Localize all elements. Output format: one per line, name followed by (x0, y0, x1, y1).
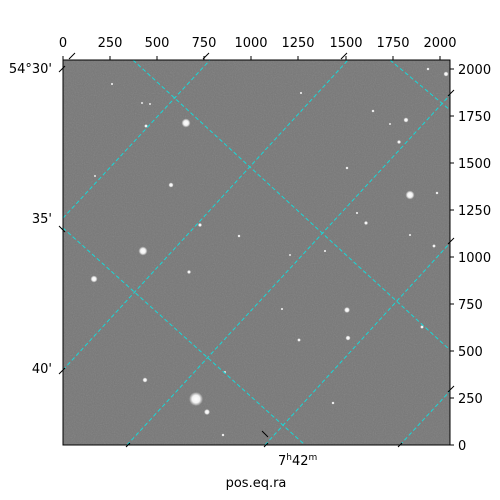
x-tick-label: 2000 (423, 36, 456, 51)
image-frame (62, 59, 451, 446)
grid-line-ra (63, 60, 211, 219)
y-tick-label: 2000 (458, 63, 491, 78)
y-tick-label: 250 (458, 392, 483, 407)
star (371, 109, 375, 113)
top-x-tick-labels: 0 250 500 750 1000 1250 1500 1750 2000 (59, 36, 457, 51)
star (142, 377, 148, 383)
y-tick-label: 1750 (458, 110, 491, 125)
star (148, 102, 152, 106)
star (403, 117, 409, 123)
star (355, 211, 359, 215)
star (397, 140, 401, 144)
star (288, 253, 292, 257)
grid-line-dec (389, 60, 450, 111)
star (435, 191, 439, 195)
world-coordinate-ticks (58, 52, 455, 448)
y-tick-label: 500 (458, 345, 483, 360)
star (323, 249, 327, 253)
star (297, 338, 301, 342)
x-tick-label: 250 (98, 36, 123, 51)
x-tick-label: 1750 (376, 36, 409, 51)
y-tick-label: 1500 (458, 157, 491, 172)
star (344, 307, 350, 313)
star (90, 275, 98, 283)
dec-tick-labels: 54°30' 35' 40' (9, 62, 52, 377)
sky-noise (63, 60, 450, 445)
dec-tick-label: 35' (32, 212, 52, 227)
grid-line-ra (399, 390, 450, 445)
x-tick-label: 1000 (234, 36, 267, 51)
star (221, 433, 225, 437)
right-y-axis (450, 68, 454, 446)
x-tick-label: 1250 (281, 36, 314, 51)
star (198, 223, 202, 227)
star (189, 392, 203, 406)
star (110, 82, 114, 86)
star (144, 124, 148, 128)
x-tick-label: 0 (59, 36, 67, 51)
star (388, 122, 392, 126)
star (204, 409, 210, 415)
star (237, 234, 241, 238)
star (93, 174, 97, 178)
right-y-tick-labels: 0 250 500 750 1000 1250 1500 1750 2000 (458, 63, 491, 454)
star (187, 270, 191, 274)
grid-line-dec (63, 227, 306, 445)
dec-tick-label: 54°30' (9, 62, 52, 77)
x-tick-label: 1500 (329, 36, 362, 51)
grid-line-ra (63, 60, 349, 371)
star (331, 401, 335, 405)
star (181, 118, 191, 128)
top-x-axis (62, 56, 441, 60)
star (140, 101, 144, 105)
x-tick-label: 750 (192, 36, 217, 51)
star (420, 325, 424, 329)
coordinate-grid (63, 60, 450, 445)
star (168, 182, 174, 188)
grid-line-ra (126, 94, 450, 445)
star (432, 244, 436, 248)
y-tick-label: 1000 (458, 251, 491, 266)
star (345, 166, 349, 170)
dec-tick-label: 40' (32, 362, 52, 377)
star (443, 71, 449, 77)
grid-line-ra (264, 242, 450, 445)
stars (90, 67, 449, 437)
star (138, 246, 148, 256)
y-tick-label: 0 (458, 439, 466, 454)
star (345, 335, 351, 341)
star (426, 67, 430, 71)
ra-tick-label: 7h42m (278, 453, 317, 469)
y-tick-label: 750 (458, 298, 483, 313)
star (364, 221, 368, 225)
star (280, 307, 284, 311)
star (408, 233, 412, 237)
star (405, 190, 415, 200)
x-tick-label: 500 (145, 36, 170, 51)
y-tick-label: 1250 (458, 204, 491, 219)
x-axis-label: pos.eq.ra (226, 476, 287, 491)
grid-line-dec (132, 60, 450, 351)
star (299, 91, 303, 95)
